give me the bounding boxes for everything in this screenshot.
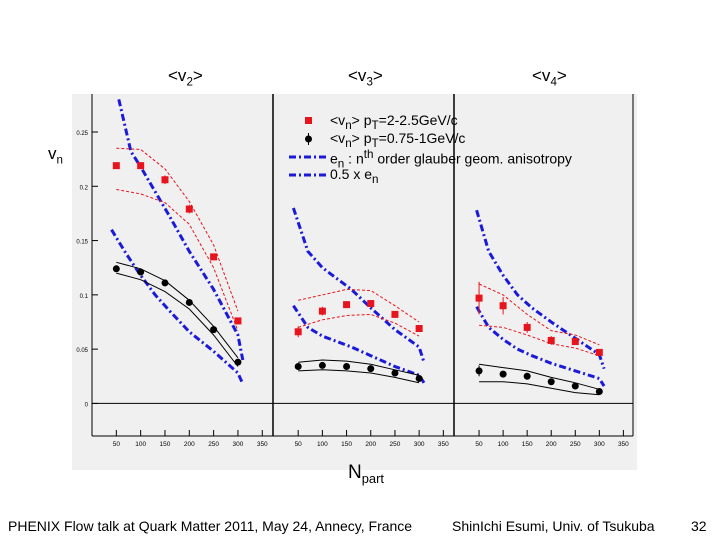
data-point-low-pt <box>415 374 423 382</box>
data-point-low-pt <box>161 279 169 287</box>
data-point-high-pt <box>185 205 193 213</box>
data-point-high-pt <box>161 176 169 184</box>
systematic-band-lower <box>116 272 239 367</box>
data-point-low-pt <box>185 298 193 306</box>
black-circle-marker-icon <box>305 133 312 145</box>
systematic-band-upper <box>298 288 420 323</box>
systematic-band-upper <box>478 283 600 346</box>
theory-curve-en <box>475 209 606 370</box>
data-point-low-pt <box>137 268 145 276</box>
x-tick-label: 200 <box>365 441 376 448</box>
data-point-low-pt <box>571 382 579 390</box>
data-point-high-pt <box>234 317 242 325</box>
y-tick-label: 0.2 <box>80 185 89 191</box>
data-point-low-pt <box>318 361 326 369</box>
footer-talk-info: PHENIX Flow talk at Quark Matter 2011, M… <box>8 518 413 534</box>
panel-header-v2: <v2> <box>168 66 203 89</box>
systematic-band-lower <box>479 324 600 357</box>
data-point-high-pt <box>391 310 399 318</box>
data-point-high-pt <box>343 301 351 309</box>
x-tick-label: 150 <box>160 441 171 448</box>
theory-curve-0-5-x-en <box>475 306 606 387</box>
data-point-high-pt <box>475 294 483 302</box>
footer-author: ShinIchi Esumi, Univ. of Tsukuba <box>452 518 655 534</box>
data-point-low-pt <box>499 370 507 378</box>
data-point-low-pt <box>595 387 603 395</box>
x-axis-label: Npart <box>348 462 384 486</box>
x-tick-label: 50 <box>295 441 303 448</box>
data-point-high-pt <box>547 336 555 344</box>
data-point-low-pt <box>234 358 242 366</box>
x-tick-label: 250 <box>570 441 581 448</box>
x-tick-label: 50 <box>475 441 483 448</box>
data-point-low-pt <box>475 367 483 375</box>
x-tick-label: 350 <box>438 441 449 448</box>
y-tick-label: 0.15 <box>76 240 88 246</box>
systematic-band-upper <box>116 147 239 312</box>
red-square-marker-icon <box>305 117 312 124</box>
x-tick-label: 350 <box>257 441 268 448</box>
x-tick-label: 250 <box>390 441 401 448</box>
systematic-band-upper <box>479 363 600 390</box>
theory-curve-0-5-x-en <box>292 304 426 384</box>
systematic-band-upper <box>298 359 420 376</box>
x-tick-label: 150 <box>522 441 533 448</box>
theory-curve-en <box>291 207 426 363</box>
x-tick-label: 150 <box>341 441 352 448</box>
data-point-high-pt <box>571 338 579 346</box>
data-point-low-pt <box>343 363 351 371</box>
data-point-high-pt <box>523 323 531 331</box>
data-point-low-pt <box>523 372 531 380</box>
data-point-high-pt <box>137 162 145 170</box>
x-tick-label: 200 <box>546 441 557 448</box>
data-point-high-pt <box>112 162 120 170</box>
data-point-low-pt <box>112 265 120 273</box>
data-point-low-pt <box>210 326 218 334</box>
data-point-low-pt <box>294 363 302 371</box>
blue-dashdot-line-icon <box>289 173 327 177</box>
x-tick-label: 100 <box>135 441 146 448</box>
y-tick-label: 0.1 <box>80 294 89 300</box>
x-tick-label: 200 <box>184 441 195 448</box>
data-point-high-pt <box>294 328 302 336</box>
x-tick-label: 300 <box>594 441 605 448</box>
x-tick-label: 350 <box>618 441 629 448</box>
systematic-band-lower <box>479 381 600 396</box>
data-point-high-pt <box>210 253 218 261</box>
systematic-band-upper <box>116 261 239 359</box>
y-tick-label: 0.05 <box>76 348 88 354</box>
data-point-low-pt <box>367 365 375 373</box>
data-point-high-pt <box>499 302 507 310</box>
data-point-high-pt <box>595 348 603 356</box>
theory-curve-0-5-x-en <box>110 228 245 385</box>
x-tick-label: 50 <box>113 441 121 448</box>
blue-dashdot-line-icon <box>289 155 327 159</box>
systematic-band-lower <box>116 189 239 331</box>
x-tick-label: 300 <box>414 441 425 448</box>
page-number: 32 <box>691 518 707 534</box>
panel-header-v4: <v4> <box>532 66 567 89</box>
panel-header-v3: <v3> <box>348 66 383 89</box>
x-tick-label: 100 <box>498 441 509 448</box>
x-tick-label: 100 <box>317 441 328 448</box>
data-point-low-pt <box>391 369 399 377</box>
systematic-band-lower <box>298 313 420 337</box>
y-tick-label: 0.25 <box>76 131 88 137</box>
y-tick-label: 0 <box>85 402 89 408</box>
x-tick-label: 300 <box>233 441 244 448</box>
data-point-high-pt <box>415 325 423 333</box>
x-tick-label: 250 <box>208 441 219 448</box>
data-point-high-pt <box>367 300 375 308</box>
systematic-band-lower <box>298 369 420 384</box>
data-point-high-pt <box>318 307 326 315</box>
data-point-low-pt <box>547 378 555 386</box>
y-axis-label: vn <box>48 144 63 167</box>
